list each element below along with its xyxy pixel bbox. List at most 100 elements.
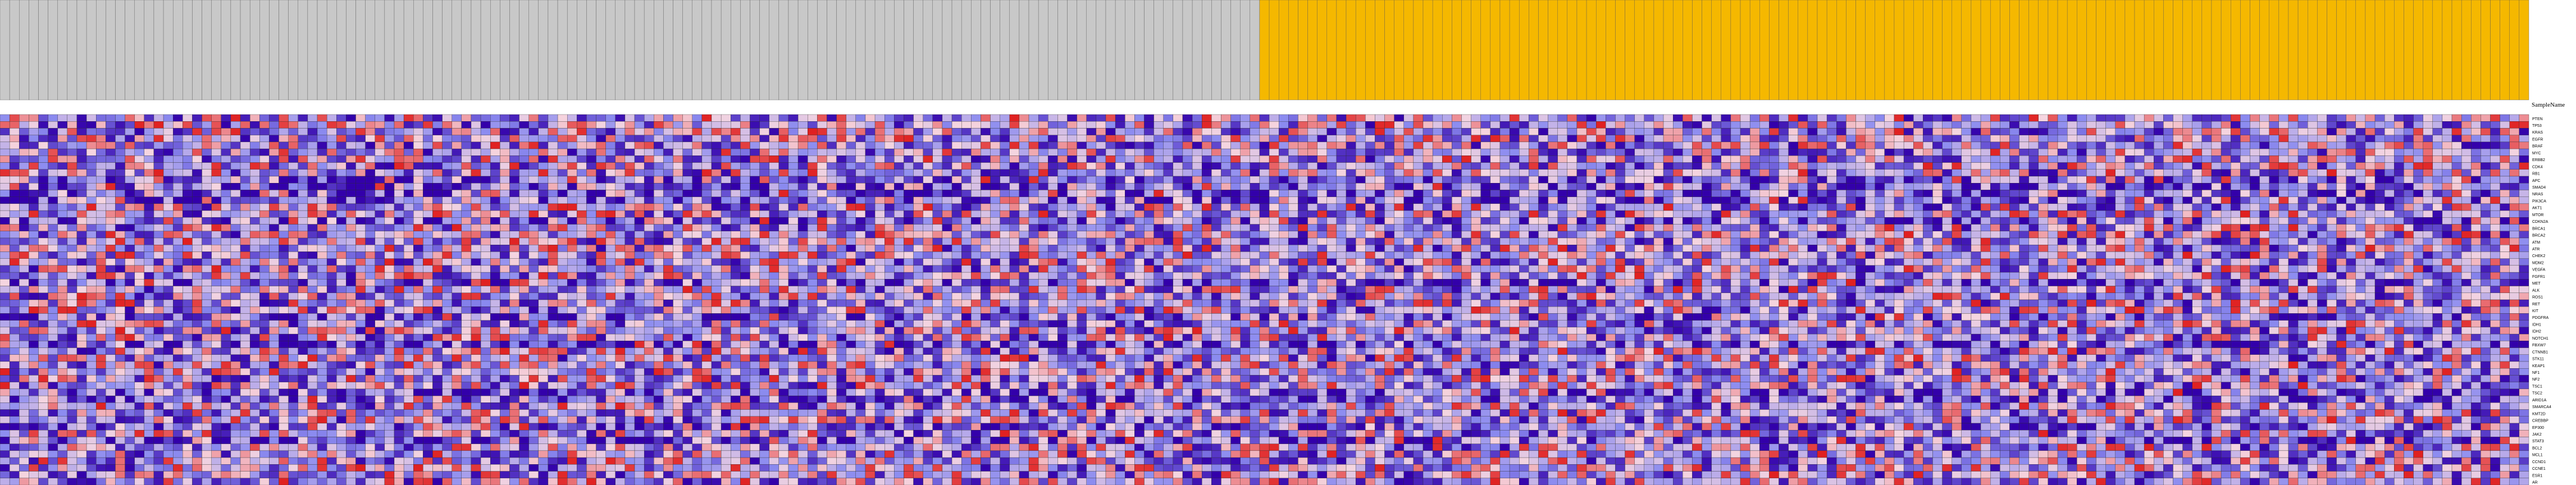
heatmap-cell (1259, 135, 1270, 143)
heatmap-cell (1884, 141, 1895, 149)
heatmap-cell (38, 148, 48, 156)
heatmap-cell (2048, 148, 2058, 156)
heatmap-cell (1942, 196, 1952, 204)
heatmap-cell (394, 217, 404, 225)
heatmap-cell (1817, 176, 1827, 184)
heatmap-cell (1529, 135, 1539, 143)
heatmap-cell (1903, 128, 1914, 135)
heatmap-cell (2259, 114, 2269, 122)
heatmap-cell (1971, 231, 1981, 239)
heatmap-cell (375, 114, 385, 122)
heatmap-cell (548, 231, 558, 239)
heatmap-cell (384, 183, 395, 190)
heatmap-cell (1038, 183, 1048, 190)
heatmap-cell (163, 190, 174, 197)
heatmap-cell (1913, 155, 1923, 163)
heatmap-cell (2163, 183, 2173, 190)
heatmap-cell (2451, 231, 2462, 239)
heatmap-cell (1125, 190, 1135, 197)
heatmap-cell (1932, 135, 1943, 143)
heatmap-cell (663, 190, 673, 197)
heatmap-cell (249, 231, 260, 239)
heatmap-cell (298, 128, 308, 135)
heatmap-cell (2413, 190, 2423, 197)
heatmap-cell (1692, 183, 1702, 190)
heatmap-cell (1173, 155, 1183, 163)
heatmap-cell (1615, 141, 1625, 149)
heatmap-cell (1413, 217, 1424, 225)
heatmap-cell (1461, 183, 1471, 190)
heatmap-cell (192, 183, 202, 190)
heatmap-cell (711, 231, 722, 239)
heatmap-cell (2384, 224, 2395, 231)
heatmap-cell (1952, 210, 1962, 218)
heatmap-cell (57, 148, 68, 156)
heatmap-cell (615, 148, 626, 156)
heatmap-cell (1317, 169, 1327, 177)
heatmap-cell (2509, 155, 2520, 163)
heatmap-cell (1932, 141, 1943, 149)
heatmap-cell (808, 128, 818, 135)
heatmap-cell (2154, 121, 2164, 129)
heatmap-cell (1961, 231, 1972, 239)
heatmap-cell (1952, 135, 1962, 143)
heatmap-cell (1894, 176, 1904, 184)
heatmap-cell (1798, 135, 1808, 143)
heatmap-cell (1846, 121, 1856, 129)
heatmap-cell (1202, 155, 1212, 163)
heatmap-cell (384, 210, 395, 218)
heatmap-cell (2394, 224, 2404, 231)
heatmap-cell (1115, 196, 1125, 204)
heatmap-cell (9, 148, 20, 156)
heatmap-cell (1711, 128, 1721, 135)
heatmap-cell (2201, 169, 2212, 177)
heatmap-cell (240, 155, 250, 163)
heatmap-cell (2115, 210, 2126, 218)
heatmap-cell (48, 155, 58, 163)
heatmap-cell (125, 114, 135, 122)
heatmap-cell (1942, 190, 1952, 197)
heatmap-cell (2192, 224, 2203, 231)
heatmap-cell (19, 176, 29, 184)
heatmap-cell (981, 210, 991, 218)
heatmap-cell (2000, 176, 2010, 184)
heatmap-cell (1365, 210, 1375, 218)
heatmap-cell (1125, 176, 1135, 184)
heatmap-cell (951, 162, 962, 170)
heatmap-cell (2077, 135, 2087, 143)
heatmap-cell (1721, 196, 1731, 204)
heatmap-cell (2124, 141, 2135, 149)
heatmap-cell (1384, 176, 1394, 184)
heatmap-cell (1711, 141, 1721, 149)
heatmap-cell (163, 196, 174, 204)
heatmap-cell (1173, 190, 1183, 197)
heatmap-cell (2365, 217, 2376, 225)
heatmap-cell (269, 196, 279, 204)
heatmap-cell (1288, 135, 1298, 143)
heatmap-cell (634, 231, 645, 239)
heatmap-cell (1057, 224, 1068, 231)
heatmap-cell (9, 114, 20, 122)
heatmap-cell (1932, 224, 1943, 231)
heatmap-cell (1846, 217, 1856, 225)
heatmap-cell (519, 217, 529, 225)
heatmap-cell (442, 224, 452, 231)
heatmap-cell (1586, 176, 1597, 184)
heatmap-cell (2211, 155, 2222, 163)
heatmap-cell (2394, 217, 2404, 225)
heatmap-cell (2124, 114, 2135, 122)
heatmap-cell (2086, 196, 2096, 204)
heatmap-cell (1009, 210, 1020, 218)
heatmap-cell (1576, 169, 1587, 177)
heatmap-cell (2327, 224, 2337, 231)
group-annotation-cell (1779, 0, 1789, 100)
heatmap-cell (1365, 121, 1375, 129)
heatmap-cell (1384, 135, 1394, 143)
heatmap-cell (2028, 169, 2039, 177)
heatmap-cell (1519, 141, 1529, 149)
heatmap-cell (2509, 114, 2520, 122)
heatmap-cell (673, 196, 683, 204)
heatmap-cell (1182, 203, 1193, 211)
heatmap-cell (1538, 135, 1548, 143)
heatmap-cell (1279, 114, 1289, 122)
